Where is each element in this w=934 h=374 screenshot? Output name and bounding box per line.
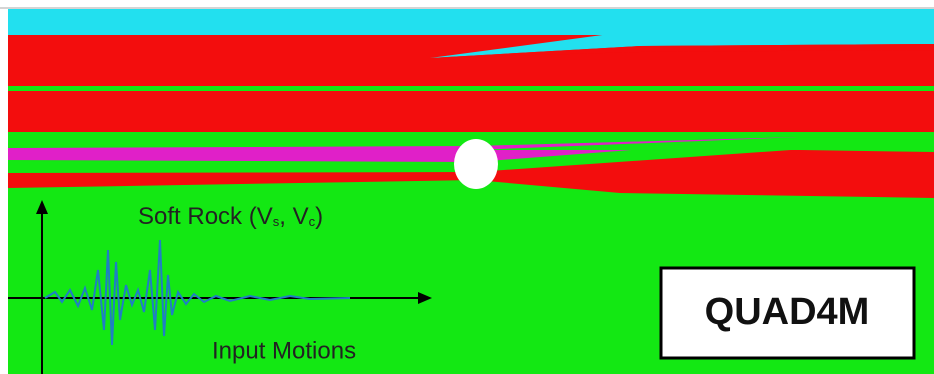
input-motions-label: Input Motions xyxy=(212,337,356,364)
soft-rock-label: Soft Rock (Vs, Vc) xyxy=(138,203,323,230)
point-marker xyxy=(454,139,498,189)
diagram: Soft Rock (Vs, Vc) Input Motions QUAD4M xyxy=(0,0,934,374)
program-label: QUAD4M xyxy=(705,291,870,333)
green-seam xyxy=(8,86,934,91)
